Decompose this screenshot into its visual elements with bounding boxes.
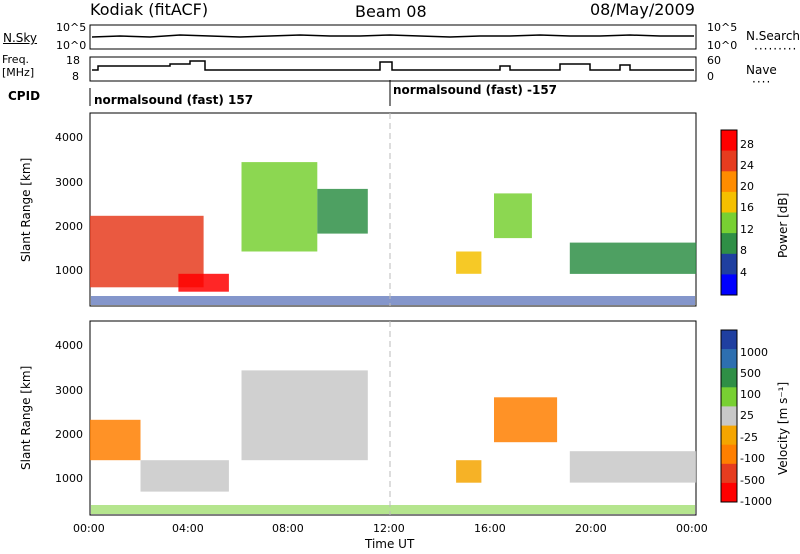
- power-cbar-swatch-0: [721, 130, 737, 152]
- nave-label: Nave: [746, 63, 777, 77]
- nsearch-label: N.Search: [746, 29, 800, 43]
- velocity-region-1: [140, 460, 229, 492]
- velocity-cbar-label: Velocity [m s⁻¹]: [776, 382, 790, 475]
- xlabel: Time UT: [364, 537, 415, 551]
- power-colorbar: [720, 129, 738, 296]
- velocity-region-4: [494, 397, 558, 443]
- freq-panel-frame: [89, 56, 697, 82]
- power-cbar-tick-16: 16: [740, 201, 754, 214]
- power-cbar-tick-28: 28: [740, 138, 754, 151]
- velocity-cbar-tick-100: 100: [740, 388, 761, 401]
- xtick-3: 12:00: [373, 522, 405, 535]
- velocity-cbar-tick-m1000: -1000: [740, 495, 772, 508]
- velocity-cbar-swatch-4: [721, 406, 737, 426]
- power-region-6: [569, 242, 697, 274]
- nave-tick-top: 60: [707, 54, 721, 67]
- power-cbar-tick-20: 20: [740, 180, 754, 193]
- velocity-cbar-swatch-2: [721, 368, 737, 388]
- velocity-cells: [90, 370, 697, 514]
- xtick-0: 00:00: [73, 522, 105, 535]
- velocity-ylabel: Slant Range [km]: [19, 366, 33, 470]
- power-cbar-swatch-6: [721, 253, 737, 275]
- velocity-region-2: [241, 370, 368, 461]
- power-region-2: [241, 162, 318, 252]
- power-cbar-swatch-3: [721, 191, 737, 213]
- velocity-cbar-swatch-8: [721, 482, 737, 503]
- power-cbar-swatch-7: [721, 274, 737, 296]
- cpid-label: CPID: [8, 89, 41, 103]
- xtick-4: 16:00: [474, 522, 506, 535]
- nave-dots: ····: [752, 75, 772, 89]
- power-cbar-swatch-2: [721, 171, 737, 193]
- velocity-cbar-frame: [720, 329, 738, 503]
- velocity-region-3: [456, 460, 482, 483]
- velocity-cbar-tick-25: 25: [740, 409, 754, 422]
- cpid-segment-2: normalsound (fast) -157: [393, 83, 557, 97]
- velocity-ytick-1000: 1000: [55, 472, 83, 485]
- power-cbar-tick-8: 8: [740, 244, 747, 257]
- velocity-cbar-swatch-0: [721, 330, 737, 350]
- cpid-segment-1: normalsound (fast) 157: [94, 93, 253, 107]
- power-cbar-tick-4: 4: [740, 266, 747, 279]
- nsearch-tick-top: 10^5: [707, 21, 737, 34]
- velocity-cbar-tick-m25: -25: [740, 431, 758, 444]
- nsky-label: N.Sky: [3, 31, 38, 45]
- power-region-5: [494, 193, 532, 239]
- power-cells: [90, 162, 697, 305]
- velocity-cbar-tick-1000: 1000: [740, 346, 768, 359]
- power-region-4: [456, 251, 482, 274]
- power-cbar-swatch-5: [721, 233, 737, 255]
- velocity-cbar-swatch-5: [721, 425, 737, 446]
- freq-label-2: [MHz]: [2, 66, 35, 79]
- power-near-range-band: [91, 296, 695, 305]
- power-region-1: [178, 273, 229, 292]
- power-ytick-2000: 2000: [55, 220, 83, 233]
- power-ytick-4000: 4000: [55, 131, 83, 144]
- xtick-5: 20:00: [575, 522, 607, 535]
- xtick-2: 08:00: [272, 522, 304, 535]
- velocity-cbar-swatch-6: [721, 444, 737, 465]
- velocity-cbar-tick-m500: -500: [740, 474, 765, 487]
- power-cbar-tick-24: 24: [740, 159, 754, 172]
- power-ytick-3000: 3000: [55, 176, 83, 189]
- nsky-panel-frame: [89, 24, 697, 50]
- nave-tick-bottom: 0: [707, 70, 714, 83]
- nsky-tick-bottom: 10^0: [56, 39, 86, 52]
- freq-tick-top: 18: [66, 54, 80, 67]
- power-cbar-tick-12: 12: [740, 223, 754, 236]
- xtick-1: 04:00: [172, 522, 204, 535]
- xtick-6: 00:00: [676, 522, 708, 535]
- power-ylabel: Slant Range [km]: [19, 158, 33, 262]
- nsearch-tick-bottom: 10^0: [707, 39, 737, 52]
- velocity-ytick-3000: 3000: [55, 384, 83, 397]
- power-cbar-label: Power [dB]: [776, 193, 790, 258]
- velocity-region-0: [90, 419, 141, 461]
- freq-tick-bottom: 8: [72, 70, 79, 83]
- nsky-trace: [91, 34, 694, 38]
- freq-trace: [92, 60, 694, 71]
- power-cbar-swatch-4: [721, 212, 737, 234]
- beam-title: Beam 08: [355, 2, 427, 21]
- velocity-ytick-4000: 4000: [55, 339, 83, 352]
- power-cbar-swatch-1: [721, 150, 737, 172]
- radar-title: Kodiak (fitACF): [90, 0, 209, 19]
- velocity-cbar-tick-m100: -100: [740, 452, 765, 465]
- velocity-ytick-2000: 2000: [55, 428, 83, 441]
- date-title: 08/May/2009: [590, 0, 695, 19]
- velocity-near-range-band: [91, 505, 695, 514]
- freq-label-1: Freq.: [2, 53, 30, 66]
- nsearch-dots: ·········: [754, 42, 798, 56]
- velocity-region-5: [569, 451, 697, 483]
- power-region-3: [317, 188, 368, 234]
- velocity-cbar-tick-500: 500: [740, 367, 761, 380]
- power-cbar-frame: [720, 129, 738, 296]
- velocity-cbar-swatch-3: [721, 387, 737, 407]
- velocity-colorbar: [720, 329, 738, 503]
- power-ytick-1000: 1000: [55, 264, 83, 277]
- velocity-cbar-swatch-7: [721, 463, 737, 484]
- velocity-cbar-swatch-1: [721, 349, 737, 369]
- nsky-tick-top: 10^5: [56, 21, 86, 34]
